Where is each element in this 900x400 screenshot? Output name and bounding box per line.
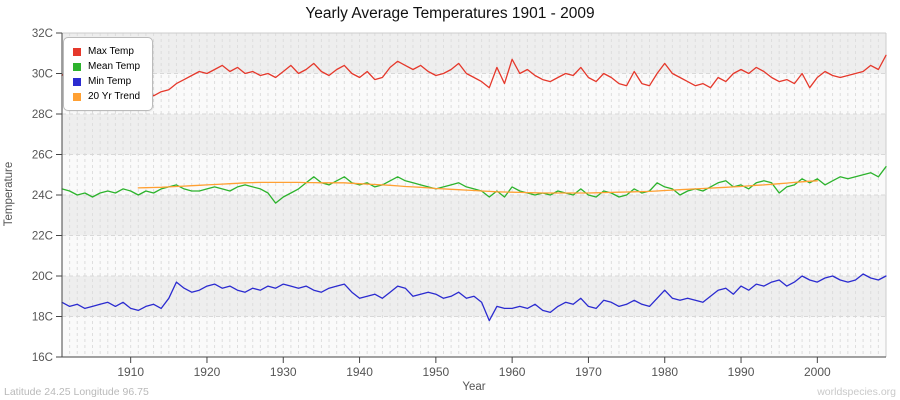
y-tick-label: 32C <box>32 28 53 40</box>
x-tick-label: 1960 <box>499 365 526 379</box>
legend-item-20yr-trend: 20 Yr Trend <box>73 89 140 104</box>
site-attribution: worldspecies.org <box>817 386 896 398</box>
legend-label: Max Temp <box>88 46 134 57</box>
legend-item-mean-temp: Mean Temp <box>73 59 140 74</box>
series-line-min-temp <box>61 273 887 322</box>
y-tick-label: 22C <box>32 231 53 243</box>
x-tick-label: 1950 <box>423 365 450 379</box>
series-line-max-temp <box>61 54 887 97</box>
legend-item-max-temp: Max Temp <box>73 44 140 59</box>
coordinates-label: Latitude 24.25 Longitude 96.75 <box>4 386 149 398</box>
mean-temp-swatch-icon <box>73 62 81 71</box>
y-tick-label: 28C <box>32 109 53 121</box>
x-axis-title: Year <box>462 381 486 393</box>
legend-item-min-temp: Min Temp <box>73 74 140 89</box>
y-tick-label: 20C <box>32 271 53 283</box>
legend-label: Mean Temp <box>88 61 141 72</box>
x-tick-label: 1920 <box>194 365 221 379</box>
y-tick-label: 18C <box>32 312 53 324</box>
x-tick-label: 1980 <box>651 365 678 379</box>
y-tick-label: 16C <box>32 352 53 364</box>
y-tick-label: 26C <box>32 150 53 162</box>
series-line-20-yr-trend <box>137 180 818 194</box>
x-tick-label: 1990 <box>728 365 755 379</box>
series-line-mean-temp <box>61 166 887 204</box>
chart-title: Yearly Average Temperatures 1901 - 2009 <box>305 5 595 22</box>
x-tick-label: 1910 <box>117 365 144 379</box>
trend-swatch-icon <box>73 92 81 101</box>
max-temp-swatch-icon <box>73 47 81 56</box>
y-tick-label: 24C <box>32 190 53 202</box>
y-tick-label: 30C <box>32 69 53 81</box>
x-tick-label: 1970 <box>575 365 602 379</box>
legend-label: Min Temp <box>88 76 132 87</box>
legend: Max Temp Mean Temp Min Temp 20 Yr Trend <box>63 37 154 111</box>
x-tick-label: 1940 <box>346 365 373 379</box>
legend-label: 20 Yr Trend <box>88 91 141 102</box>
x-tick-label: 2000 <box>804 365 831 379</box>
x-tick-label: 1930 <box>270 365 297 379</box>
min-temp-swatch-icon <box>73 77 81 86</box>
y-axis-title: Temperature <box>3 161 15 227</box>
